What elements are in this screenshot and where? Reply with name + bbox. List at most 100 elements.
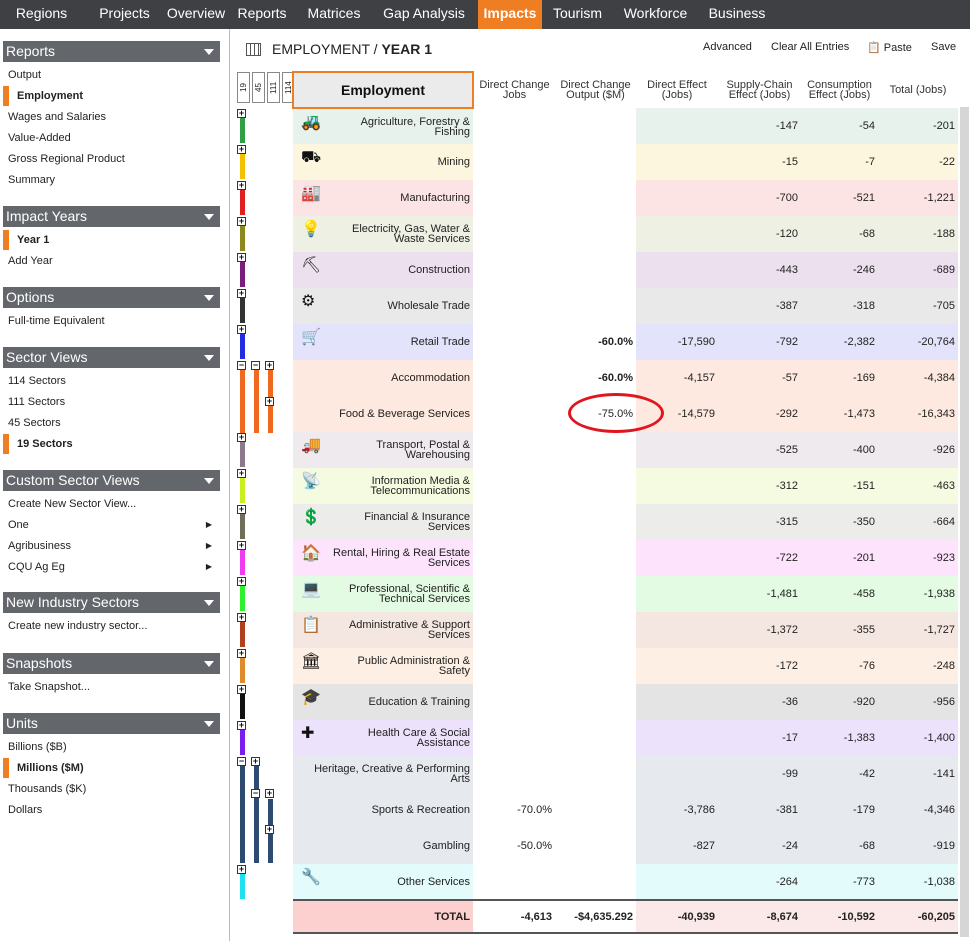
expand-icon[interactable]: + (237, 252, 246, 262)
collapse-icon[interactable]: − (237, 756, 246, 766)
sidebar-item-millions-m[interactable]: Millions ($M) (3, 758, 220, 778)
direct-change-jobs-cell[interactable] (473, 288, 555, 324)
expand-icon[interactable]: + (237, 720, 246, 730)
sector-name-cell[interactable]: 🏠 Rental, Hiring & Real Estate Services (293, 540, 473, 576)
sidebar-item-dollars[interactable]: Dollars (3, 800, 220, 820)
direct-change-output-cell[interactable]: -60.0% (555, 324, 636, 360)
sector-name-cell[interactable]: 🏭 Manufacturing (293, 180, 473, 216)
sidebar-item-45-sectors[interactable]: 45 Sectors (3, 413, 220, 433)
direct-change-output-cell[interactable] (555, 540, 636, 576)
expand-icon[interactable]: + (237, 612, 246, 622)
sector-name-cell[interactable]: Accommodation (293, 360, 473, 396)
direct-change-output-cell[interactable] (555, 504, 636, 540)
sector-name-cell[interactable]: Food & Beverage Services (293, 396, 473, 432)
sidebar-item-year-1[interactable]: Year 1 (3, 230, 220, 250)
expand-icon[interactable]: + (237, 288, 246, 298)
sidebar-item-billions-b[interactable]: Billions ($B) (3, 737, 220, 757)
expand-icon[interactable]: + (237, 576, 246, 586)
sidebar-item-value-added[interactable]: Value-Added (3, 128, 220, 148)
column-header-employment[interactable]: Employment (292, 71, 474, 109)
direct-change-output-cell[interactable] (555, 828, 636, 864)
direct-change-output-cell[interactable]: -60.0% (555, 360, 636, 396)
expand-icon[interactable]: + (237, 432, 246, 442)
section-sector-views[interactable]: Sector Views (3, 347, 220, 368)
direct-change-output-cell[interactable] (555, 468, 636, 504)
vertical-scrollbar[interactable] (960, 107, 969, 937)
sector-name-cell[interactable]: 💻 Professional, Scientific & Technical Se… (293, 576, 473, 612)
direct-change-jobs-cell[interactable] (473, 720, 555, 756)
tab-regions[interactable]: Regions (15, 5, 68, 21)
expand-icon[interactable]: + (237, 108, 246, 118)
section-new-industry-sectors[interactable]: New Industry Sectors (3, 592, 220, 613)
expand-icon[interactable]: + (237, 144, 246, 154)
direct-change-output-cell[interactable] (555, 216, 636, 252)
sidebar-item-summary[interactable]: Summary (3, 170, 220, 190)
sidebar-item-111-sectors[interactable]: 111 Sectors (3, 392, 220, 412)
sector-name-cell[interactable]: ⛏ Construction (293, 252, 473, 288)
sidebar-item-one[interactable]: One ▶ (3, 515, 220, 535)
sidebar-item-full-time-equivalent[interactable]: Full-time Equivalent (3, 311, 220, 331)
expand-icon[interactable]: + (251, 756, 260, 766)
direct-change-output-cell[interactable] (555, 576, 636, 612)
tab-overview[interactable]: Overview (166, 5, 226, 21)
tab-business[interactable]: Business (708, 5, 766, 21)
direct-change-jobs-cell[interactable] (473, 324, 555, 360)
sidebar-item-agribusiness[interactable]: Agribusiness ▶ (3, 536, 220, 556)
level-45-button[interactable]: 45 (252, 72, 265, 103)
expand-icon[interactable]: + (237, 684, 246, 694)
section-reports[interactable]: Reports (3, 41, 220, 62)
sector-name-cell[interactable]: Gambling (293, 828, 473, 864)
sector-name-cell[interactable]: Sports & Recreation (293, 792, 473, 828)
section-units[interactable]: Units (3, 713, 220, 734)
sidebar-item-create-new-sector-view[interactable]: Create New Sector View... (3, 494, 220, 514)
sector-name-cell[interactable]: 📋 Administrative & Support Services (293, 612, 473, 648)
direct-change-jobs-cell[interactable]: -70.0% (473, 792, 555, 828)
sector-name-cell[interactable]: 💡 Electricity, Gas, Water & Waste Service… (293, 216, 473, 252)
sidebar-item-wages-and-salaries[interactable]: Wages and Salaries (3, 107, 220, 127)
direct-change-jobs-cell[interactable] (473, 504, 555, 540)
direct-change-output-cell[interactable] (555, 648, 636, 684)
tab-impacts[interactable]: Impacts (478, 0, 542, 29)
advanced-button[interactable]: Advanced (703, 41, 752, 53)
direct-change-jobs-cell[interactable] (473, 576, 555, 612)
sidebar-item-employment[interactable]: Employment (3, 86, 220, 106)
expand-icon[interactable]: + (265, 824, 274, 834)
tab-projects[interactable]: Projects (99, 5, 150, 21)
direct-change-jobs-cell[interactable] (473, 684, 555, 720)
direct-change-output-cell[interactable] (555, 864, 636, 900)
direct-change-jobs-cell[interactable] (473, 468, 555, 504)
clear-all-entries-button[interactable]: Clear All Entries (771, 41, 850, 53)
collapse-icon[interactable]: − (251, 788, 260, 798)
sidebar-item-take-snapshot[interactable]: Take Snapshot... (3, 677, 220, 697)
direct-change-jobs-cell[interactable] (473, 648, 555, 684)
direct-change-jobs-cell[interactable] (473, 252, 555, 288)
direct-change-output-cell[interactable] (555, 720, 636, 756)
sidebar-item-add-year[interactable]: Add Year (3, 251, 220, 271)
direct-change-output-cell[interactable] (555, 756, 636, 792)
expand-icon[interactable]: + (237, 324, 246, 334)
sector-name-cell[interactable]: ⛟ Mining (293, 144, 473, 180)
level-111-button[interactable]: 111 (267, 72, 280, 103)
sidebar-item-cqu-ag-eg[interactable]: CQU Ag Eg ▶ (3, 557, 220, 577)
section-custom-sector-views[interactable]: Custom Sector Views (3, 470, 220, 491)
save-button[interactable]: Save (931, 41, 957, 53)
sector-name-cell[interactable]: 🚜 Agriculture, Forestry & Fishing (293, 108, 473, 144)
direct-change-jobs-cell[interactable] (473, 756, 555, 792)
sector-name-cell[interactable]: ✚ Health Care & Social Assistance (293, 720, 473, 756)
direct-change-jobs-cell[interactable] (473, 396, 555, 432)
expand-icon[interactable]: + (237, 468, 246, 478)
direct-change-output-cell[interactable] (555, 252, 636, 288)
tab-matrices[interactable]: Matrices (307, 5, 361, 21)
sidebar-item-create-new-industry-sector[interactable]: Create new industry sector... (3, 616, 220, 636)
level-19-button[interactable]: 19 (237, 72, 250, 103)
direct-change-output-cell[interactable] (555, 612, 636, 648)
expand-icon[interactable]: + (237, 504, 246, 514)
direct-change-jobs-cell[interactable] (473, 216, 555, 252)
section-snapshots[interactable]: Snapshots (3, 653, 220, 674)
direct-change-jobs-cell[interactable] (473, 612, 555, 648)
sector-name-cell[interactable]: Heritage, Creative & Performing Arts (293, 756, 473, 792)
direct-change-output-cell[interactable] (555, 684, 636, 720)
expand-icon[interactable]: + (237, 216, 246, 226)
direct-change-jobs-cell[interactable] (473, 432, 555, 468)
expand-icon[interactable]: + (265, 360, 274, 370)
